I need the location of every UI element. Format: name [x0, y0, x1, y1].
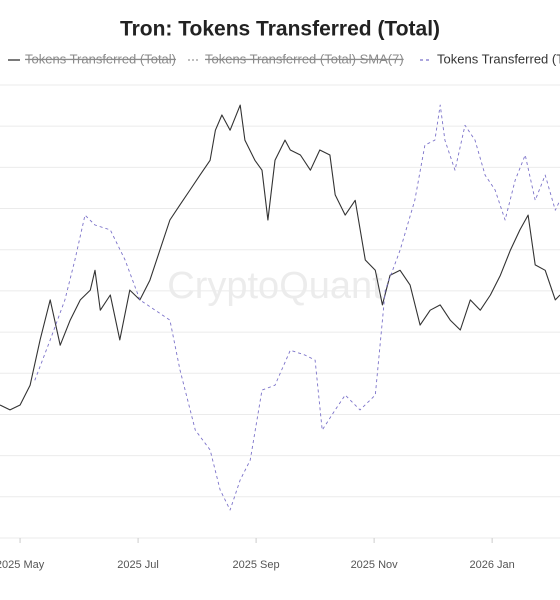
x-tick-label: 2025 Sep — [233, 559, 280, 571]
legend-label: Tokens Transferred (Total) SMA(7) — [205, 51, 404, 66]
chart-title: Tron: Tokens Transferred (Total) — [120, 18, 440, 41]
x-tick-label: 2025 Jul — [117, 559, 159, 571]
legend-label: Tokens Transferred (Total) — [25, 51, 176, 66]
x-tick-label: 2025 May — [0, 559, 45, 571]
data-line — [0, 104, 560, 411]
legend-label: Tokens Transferred (T — [437, 51, 560, 66]
watermark: CryptoQuant — [167, 265, 383, 307]
x-tick-label: 2025 Nov — [351, 559, 399, 571]
x-tick-label: 2026 Jan — [470, 559, 515, 571]
data-line — [34, 104, 560, 511]
